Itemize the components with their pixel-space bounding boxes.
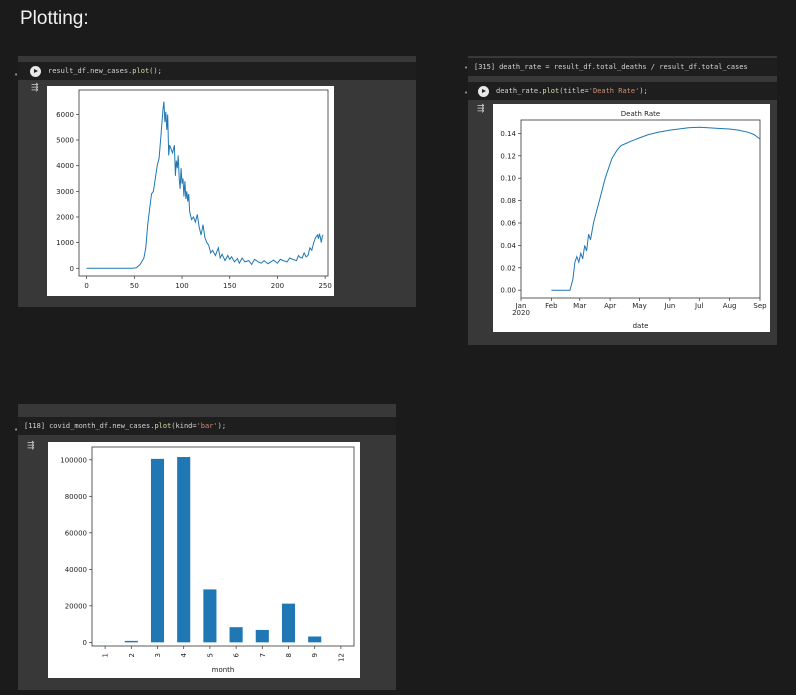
exec-count: [315] bbox=[474, 63, 496, 71]
code-text: death_rate.plot(title='Death Rate'); bbox=[496, 87, 648, 95]
x-tick-label: 12 bbox=[337, 653, 345, 662]
x-tick-label: Sep bbox=[753, 302, 767, 310]
x-tick-label: May bbox=[632, 302, 646, 310]
code-cell-new-cases[interactable]: result_df.new_cases.plot(); bbox=[18, 62, 416, 80]
code-cell-death-rate-calc[interactable]: [315] death_rate = result_df.total_death… bbox=[468, 58, 777, 76]
y-tick-label: 40000 bbox=[65, 566, 87, 574]
death-rate-series-line bbox=[551, 126, 761, 291]
x-tick-label: 100 bbox=[175, 282, 188, 290]
y-tick-label: 1000 bbox=[56, 239, 74, 247]
x-tick-label: 9 bbox=[311, 653, 319, 657]
y-tick-label: 0.08 bbox=[500, 197, 516, 205]
x-tick-label: 2 bbox=[128, 653, 136, 657]
y-tick-label: 5000 bbox=[56, 137, 74, 145]
y-tick-label: 80000 bbox=[65, 493, 87, 501]
x-tick-label: Jan bbox=[515, 302, 527, 310]
bar bbox=[229, 627, 243, 643]
run-cell-button[interactable] bbox=[30, 65, 41, 77]
y-tick-label: 60000 bbox=[65, 529, 87, 537]
monthly-bar-chart: 1 2 3 4 5 6 7 8 9 12020000400006000080000100000mo… bbox=[60, 446, 355, 674]
bar bbox=[124, 640, 138, 643]
code-text: covid_month_df.new_cases.plot(kind='bar'… bbox=[49, 422, 227, 430]
x-tick-label: 4 bbox=[180, 652, 188, 657]
run-cell-button[interactable] bbox=[478, 85, 489, 97]
y-tick-label: 0.12 bbox=[500, 152, 516, 160]
x-tick-label: 250 bbox=[318, 282, 331, 290]
y-tick-label: 0 bbox=[70, 265, 74, 273]
x-tick-label: 200 bbox=[271, 282, 284, 290]
x-tick-label: 8 bbox=[285, 653, 293, 657]
bar bbox=[255, 629, 269, 643]
plot-new-cases: 0 50 100 150 200 250 0 1000 2000 3000 4000 5000 6000 bbox=[47, 86, 334, 296]
y-tick-label: 0.00 bbox=[500, 287, 516, 295]
section-heading: Plotting: bbox=[20, 8, 89, 29]
bar bbox=[281, 603, 296, 643]
y-tick-label: 0.10 bbox=[500, 175, 516, 183]
x-tick-label: Aug bbox=[723, 302, 737, 310]
new-cases-line-chart: 0 50 100 150 200 250 0 1000 2000 3000 4000 5000 6000 bbox=[56, 89, 332, 290]
plot-frame bbox=[78, 89, 329, 277]
x-year-label: 2020 bbox=[512, 309, 530, 317]
plot-monthly: 1 2 3 4 5 6 7 8 9 12 0 20000 40000 60000 80000 100000 mo… bbox=[48, 442, 360, 678]
x-tick-label: 150 bbox=[223, 282, 236, 290]
x-tick-label: Mar bbox=[573, 302, 586, 310]
code-text: death_rate = result_df.total_deaths / re… bbox=[499, 63, 748, 71]
new-cases-series-line bbox=[86, 101, 324, 269]
x-axis-label: date bbox=[633, 322, 649, 330]
y-tick-label: 4000 bbox=[56, 162, 74, 170]
chart-title: Death Rate bbox=[621, 110, 660, 118]
cell-monthly-cases: • [118] covid_month_df.new_cases.plot(ki… bbox=[14, 404, 396, 690]
x-tick-label: 0 bbox=[84, 282, 88, 290]
exec-count: [118] bbox=[24, 422, 46, 430]
x-tick-label: Jun bbox=[663, 302, 675, 310]
cell-new-cases: • result_df.new_cases.plot(); ⇶ 0 50 100 15… bbox=[14, 56, 416, 307]
x-axis-label: month bbox=[212, 666, 235, 674]
plot-frame bbox=[91, 446, 355, 647]
code-text: result_df.new_cases.plot(); bbox=[48, 67, 162, 75]
bar bbox=[177, 457, 191, 643]
plot-frame bbox=[520, 119, 761, 299]
cell-marker: • bbox=[14, 426, 19, 434]
cell-marker: • bbox=[464, 89, 469, 97]
y-tick-label: 6000 bbox=[56, 111, 74, 119]
x-tick-label: 5 bbox=[206, 653, 214, 657]
x-tick-label: Feb bbox=[545, 302, 558, 310]
output-toggle-icon[interactable]: ⇶ bbox=[31, 83, 39, 93]
bar bbox=[308, 636, 322, 643]
x-tick-label: Jul bbox=[694, 302, 704, 310]
y-tick-label: 0 bbox=[83, 639, 87, 647]
x-tick-label: 7 bbox=[259, 653, 267, 657]
x-tick-label: 6 bbox=[233, 652, 241, 657]
x-tick-label: 3 bbox=[154, 653, 162, 657]
output-toggle-icon[interactable]: ⇶ bbox=[27, 441, 35, 451]
bar bbox=[203, 589, 217, 643]
code-cell-monthly[interactable]: [118] covid_month_df.new_cases.plot(kind… bbox=[18, 417, 396, 435]
y-tick-label: 20000 bbox=[65, 602, 87, 610]
plot-death-rate: Death Rate Jan Feb Mar Apr May Jun Jul Aug Sep 202… bbox=[493, 104, 770, 332]
x-tick-label: Apr bbox=[604, 302, 616, 310]
x-tick-label: 1 bbox=[102, 653, 110, 657]
y-tick-label: 2000 bbox=[56, 213, 74, 221]
y-tick-label: 0.02 bbox=[500, 264, 516, 272]
death-rate-line-chart: Death Rate Jan Feb Mar Apr May Jun Jul Aug Sep 202… bbox=[500, 110, 767, 330]
x-tick-label: 50 bbox=[130, 282, 139, 290]
y-tick-label: 0.14 bbox=[500, 130, 516, 138]
cell-marker: • bbox=[464, 64, 469, 72]
output-toggle-icon[interactable]: ⇶ bbox=[477, 104, 485, 114]
y-tick-label: 0.06 bbox=[500, 219, 516, 227]
cell-marker: • bbox=[14, 71, 19, 79]
y-tick-label: 100000 bbox=[60, 456, 87, 464]
code-cell-death-rate-plot[interactable]: death_rate.plot(title='Death Rate'); bbox=[468, 82, 777, 100]
y-tick-label: 3000 bbox=[56, 188, 74, 196]
cell-death-rate: • [315] death_rate = result_df.total_dea… bbox=[464, 56, 777, 345]
bar bbox=[150, 458, 165, 643]
y-tick-label: 0.04 bbox=[500, 242, 516, 250]
